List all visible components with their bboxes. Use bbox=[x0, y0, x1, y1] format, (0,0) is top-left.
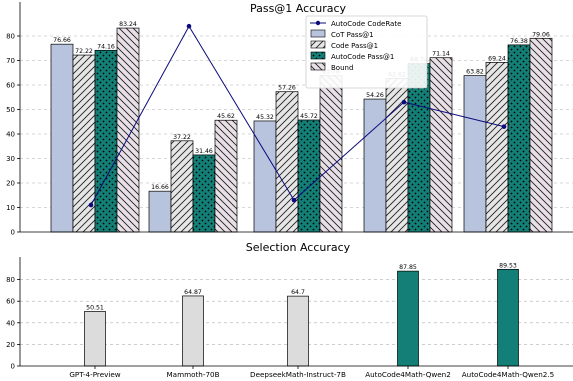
top-bar-label: 69.24 bbox=[488, 55, 506, 62]
top-bar bbox=[116, 27, 140, 233]
top-bar bbox=[463, 75, 487, 233]
top-bar bbox=[94, 49, 118, 233]
legend-label-code: Code Pass@1 bbox=[331, 42, 378, 50]
coderate-point bbox=[291, 197, 297, 203]
top-bar-label: 45.62 bbox=[217, 113, 235, 120]
bottom-bar-label: 64.87 bbox=[184, 289, 202, 296]
bottom-bar bbox=[84, 311, 106, 367]
top-bar-label: 57.26 bbox=[278, 85, 296, 92]
top-bar-label: 79.06 bbox=[532, 31, 550, 38]
bottom-axes: 0 20 40 60 80 bbox=[6, 257, 573, 371]
legend-label-bound: Bound bbox=[331, 64, 353, 72]
top-y-tick-label: 30 bbox=[6, 155, 15, 163]
top-y-tick-label: 60 bbox=[6, 82, 15, 90]
top-bar bbox=[214, 119, 238, 233]
top-chart-title: Pass@1 Accuracy bbox=[250, 2, 347, 15]
top-bar bbox=[148, 190, 172, 233]
top-bar bbox=[507, 44, 531, 233]
legend-label-coderate: AutoCode CodeRate bbox=[331, 20, 401, 28]
top-y-tick-label: 40 bbox=[6, 131, 15, 139]
top-bar bbox=[253, 120, 277, 233]
bottom-bar-label: 89.53 bbox=[499, 262, 517, 269]
top-bar bbox=[529, 37, 553, 233]
bottom-bar-label: 50.51 bbox=[86, 304, 104, 311]
top-bar-label: 54.26 bbox=[366, 92, 384, 99]
bottom-y-tick-label: 0 bbox=[11, 363, 15, 371]
legend-label-autocode: AutoCode Pass@1 bbox=[331, 53, 394, 61]
top-bar bbox=[192, 154, 216, 233]
x-tick-label: AutoCode4Math-Qwen2 bbox=[365, 370, 451, 379]
top-bar bbox=[297, 119, 321, 233]
bottom-bar-label: 87.85 bbox=[399, 264, 417, 271]
top-y-tick-label: 10 bbox=[6, 204, 15, 212]
x-tick-label: AutoCode4Math-Qwen2.5 bbox=[462, 370, 554, 379]
top-y-tick-label: 50 bbox=[6, 106, 15, 114]
bottom-chart-title: Selection Accuracy bbox=[246, 241, 351, 254]
x-tick-labels: GPT-4-Preview Mammoth-70B DeepseekMath-Ins… bbox=[69, 366, 554, 379]
top-bar-label: 37.22 bbox=[173, 134, 191, 141]
bottom-bar bbox=[287, 295, 309, 367]
legend-swatch-code bbox=[310, 40, 326, 49]
bottom-y-tick-label: 80 bbox=[6, 276, 15, 284]
bottom-bar bbox=[182, 295, 204, 367]
legend-swatch-cot bbox=[310, 29, 326, 38]
top-bar-label: 74.16 bbox=[97, 43, 115, 50]
coderate-point bbox=[88, 202, 94, 208]
top-bar bbox=[429, 57, 453, 233]
top-bar bbox=[170, 140, 194, 233]
top-bar bbox=[485, 62, 509, 233]
legend-line-marker bbox=[315, 20, 321, 26]
x-tick-label: Mammoth-70B bbox=[166, 370, 219, 379]
top-bar-label: 76.66 bbox=[53, 37, 71, 44]
x-tick-label: DeepseekMath-Instruct-7B bbox=[250, 370, 346, 379]
top-y-tick-label: 80 bbox=[6, 33, 15, 41]
coderate-point bbox=[186, 23, 192, 29]
top-bar-label: 72.22 bbox=[75, 48, 93, 55]
top-bars: 76.66 72.22 74.16 83.24 16.66 37.22 31.46 45.62… bbox=[50, 21, 553, 233]
top-bar-label: 83.24 bbox=[119, 21, 137, 28]
bottom-bar-label: 64.7 bbox=[291, 289, 305, 296]
top-bar-label: 76.38 bbox=[510, 38, 528, 45]
coderate-point bbox=[401, 99, 407, 105]
bottom-bar bbox=[397, 270, 419, 367]
top-bar-label: 31.46 bbox=[195, 148, 213, 155]
top-coderate-line bbox=[88, 23, 507, 208]
top-bar bbox=[275, 91, 299, 233]
x-tick-label: GPT-4-Preview bbox=[69, 370, 120, 379]
legend-box bbox=[305, 15, 428, 89]
top-bar bbox=[363, 98, 387, 233]
top-bar bbox=[319, 75, 343, 233]
legend-swatch-bound bbox=[310, 62, 326, 71]
top-bar bbox=[50, 43, 74, 233]
bottom-bar bbox=[497, 268, 519, 367]
legend-swatch-autocode bbox=[310, 51, 326, 60]
legend-label-cot: CoT Pass@1 bbox=[331, 31, 374, 39]
bottom-y-tick-label: 20 bbox=[6, 341, 15, 349]
top-bar-label: 71.14 bbox=[432, 51, 450, 58]
top-y-tick-label: 70 bbox=[6, 57, 15, 65]
top-axes: 0 10 20 30 40 50 60 70 80 bbox=[6, 2, 573, 237]
top-bar-label: 45.72 bbox=[300, 113, 318, 120]
top-bar bbox=[407, 63, 431, 233]
bottom-bars: 50.51 64.87 64.7 87.85 89.53 bbox=[84, 262, 519, 367]
top-y-tick-label: 0 bbox=[11, 229, 15, 237]
top-bar-label: 45.32 bbox=[256, 114, 274, 121]
top-bar-label: 63.82 bbox=[466, 69, 484, 76]
top-y-tick-label: 20 bbox=[6, 180, 15, 188]
legend: AutoCode CodeRate CoT Pass@1 Code Pass@1… bbox=[305, 15, 428, 89]
coderate-point bbox=[501, 124, 507, 129]
bottom-y-tick-label: 40 bbox=[6, 319, 15, 327]
top-bar-label: 16.66 bbox=[151, 184, 169, 191]
bottom-y-tick-label: 60 bbox=[6, 298, 15, 306]
